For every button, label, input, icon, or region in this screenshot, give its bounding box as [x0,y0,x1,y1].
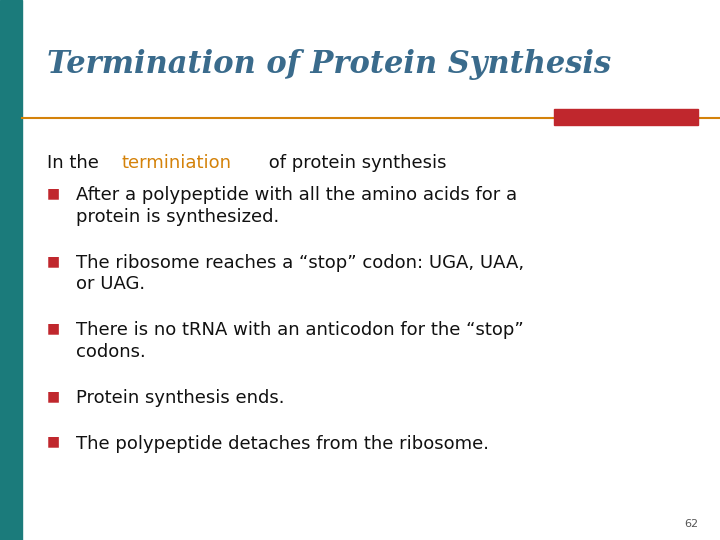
Text: codons.: codons. [76,343,145,361]
Text: Termination of Protein Synthesis: Termination of Protein Synthesis [47,49,611,80]
Text: ■: ■ [47,389,60,403]
Text: ■: ■ [47,254,60,268]
Text: of protein synthesis: of protein synthesis [263,154,446,172]
Text: After a polypeptide with all the amino acids for a: After a polypeptide with all the amino a… [76,186,517,204]
Bar [554,109,698,125]
Text: In the: In the [47,154,104,172]
Text: Protein synthesis ends.: Protein synthesis ends. [76,389,284,407]
Bar [0,0,22,540]
Text: 62: 62 [684,519,698,529]
Text: ■: ■ [47,186,60,200]
Text: There is no tRNA with an anticodon for the “stop”: There is no tRNA with an anticodon for t… [76,321,523,339]
Text: The ribosome reaches a “stop” codon: UGA, UAA,: The ribosome reaches a “stop” codon: UGA… [76,254,523,272]
Text: ■: ■ [47,435,60,449]
Text: ■: ■ [47,321,60,335]
Text: terminiation: terminiation [121,154,231,172]
Text: protein is synthesized.: protein is synthesized. [76,208,279,226]
Text: The polypeptide detaches from the ribosome.: The polypeptide detaches from the riboso… [76,435,489,453]
Text: or UAG.: or UAG. [76,275,145,293]
